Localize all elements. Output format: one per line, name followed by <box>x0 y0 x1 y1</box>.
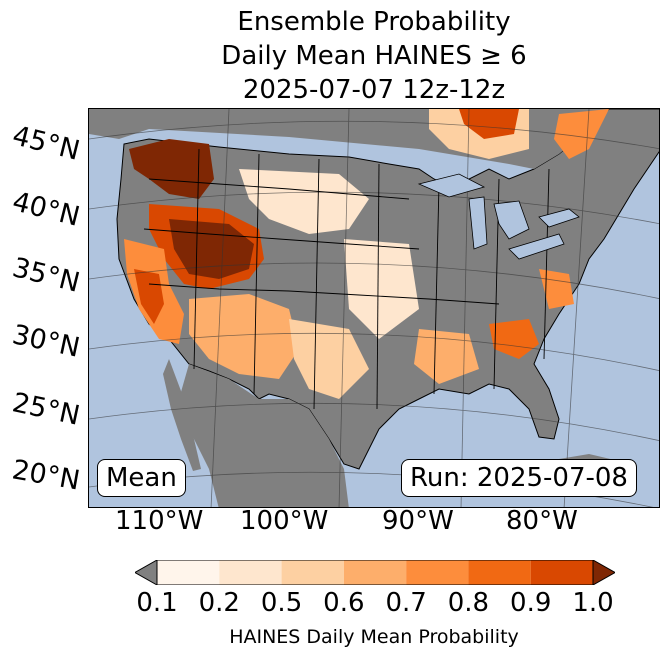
lon-label-90: 90°W <box>382 506 454 536</box>
colorbar-outline <box>156 560 594 585</box>
colorbar-tick-label: 1.0 <box>572 588 614 618</box>
title-line-3: 2025-07-07 12z-12z <box>242 75 506 105</box>
colorbar-tick-label: 0.5 <box>260 588 303 618</box>
colorbar-tick-label: 0.9 <box>510 588 552 618</box>
colorbar-over-arrow <box>592 560 615 585</box>
land-mexico <box>179 364 349 507</box>
colorbar-cell <box>406 560 469 585</box>
colorbar-cell <box>468 560 531 585</box>
lat-label-25: 25°N <box>9 387 83 432</box>
great-lakes <box>417 173 580 260</box>
colorbar-label: HAINES Daily Mean Probability <box>229 626 519 648</box>
title-line-2: Daily Mean HAINES ≥ 6 <box>221 41 527 71</box>
state-borders <box>143 148 550 410</box>
run-label: Run: 2025-07-08 <box>401 459 637 497</box>
lat-label-20: 20°N <box>9 454 83 497</box>
colorbar-tick-label: 0.2 <box>198 588 240 618</box>
stat-label: Mean <box>97 459 186 497</box>
probability-field <box>124 109 609 399</box>
colorbar-tick-label: 0.7 <box>385 588 427 618</box>
lat-label-40: 40°N <box>9 186 83 233</box>
lon-label-100: 100°W <box>240 506 329 536</box>
colorbar-cell <box>530 560 593 585</box>
colorbar <box>135 560 615 585</box>
lat-label-35: 35°N <box>9 252 83 299</box>
colorbar-cell <box>157 560 220 585</box>
title-line-1: Ensemble Probability <box>237 7 511 37</box>
colorbar-cell <box>343 560 407 585</box>
lon-label-110: 110°W <box>115 506 204 536</box>
lat-label-30: 30°N <box>9 319 83 364</box>
lon-label-80: 80°W <box>506 506 578 536</box>
colorbar-tick-label: 0.6 <box>323 588 365 618</box>
colorbar-cell <box>219 560 282 585</box>
colorbar-tick-label: 0.1 <box>136 588 178 618</box>
colorbar-tick-label: 0.8 <box>447 588 490 618</box>
map-svg <box>89 109 659 507</box>
lat-label-45: 45°N <box>9 120 83 167</box>
colorbar-cell <box>281 560 344 585</box>
map-panel: Mean Run: 2025-07-08 <box>88 108 660 508</box>
land-baja <box>163 359 201 471</box>
colorbar-under-arrow <box>135 560 158 585</box>
